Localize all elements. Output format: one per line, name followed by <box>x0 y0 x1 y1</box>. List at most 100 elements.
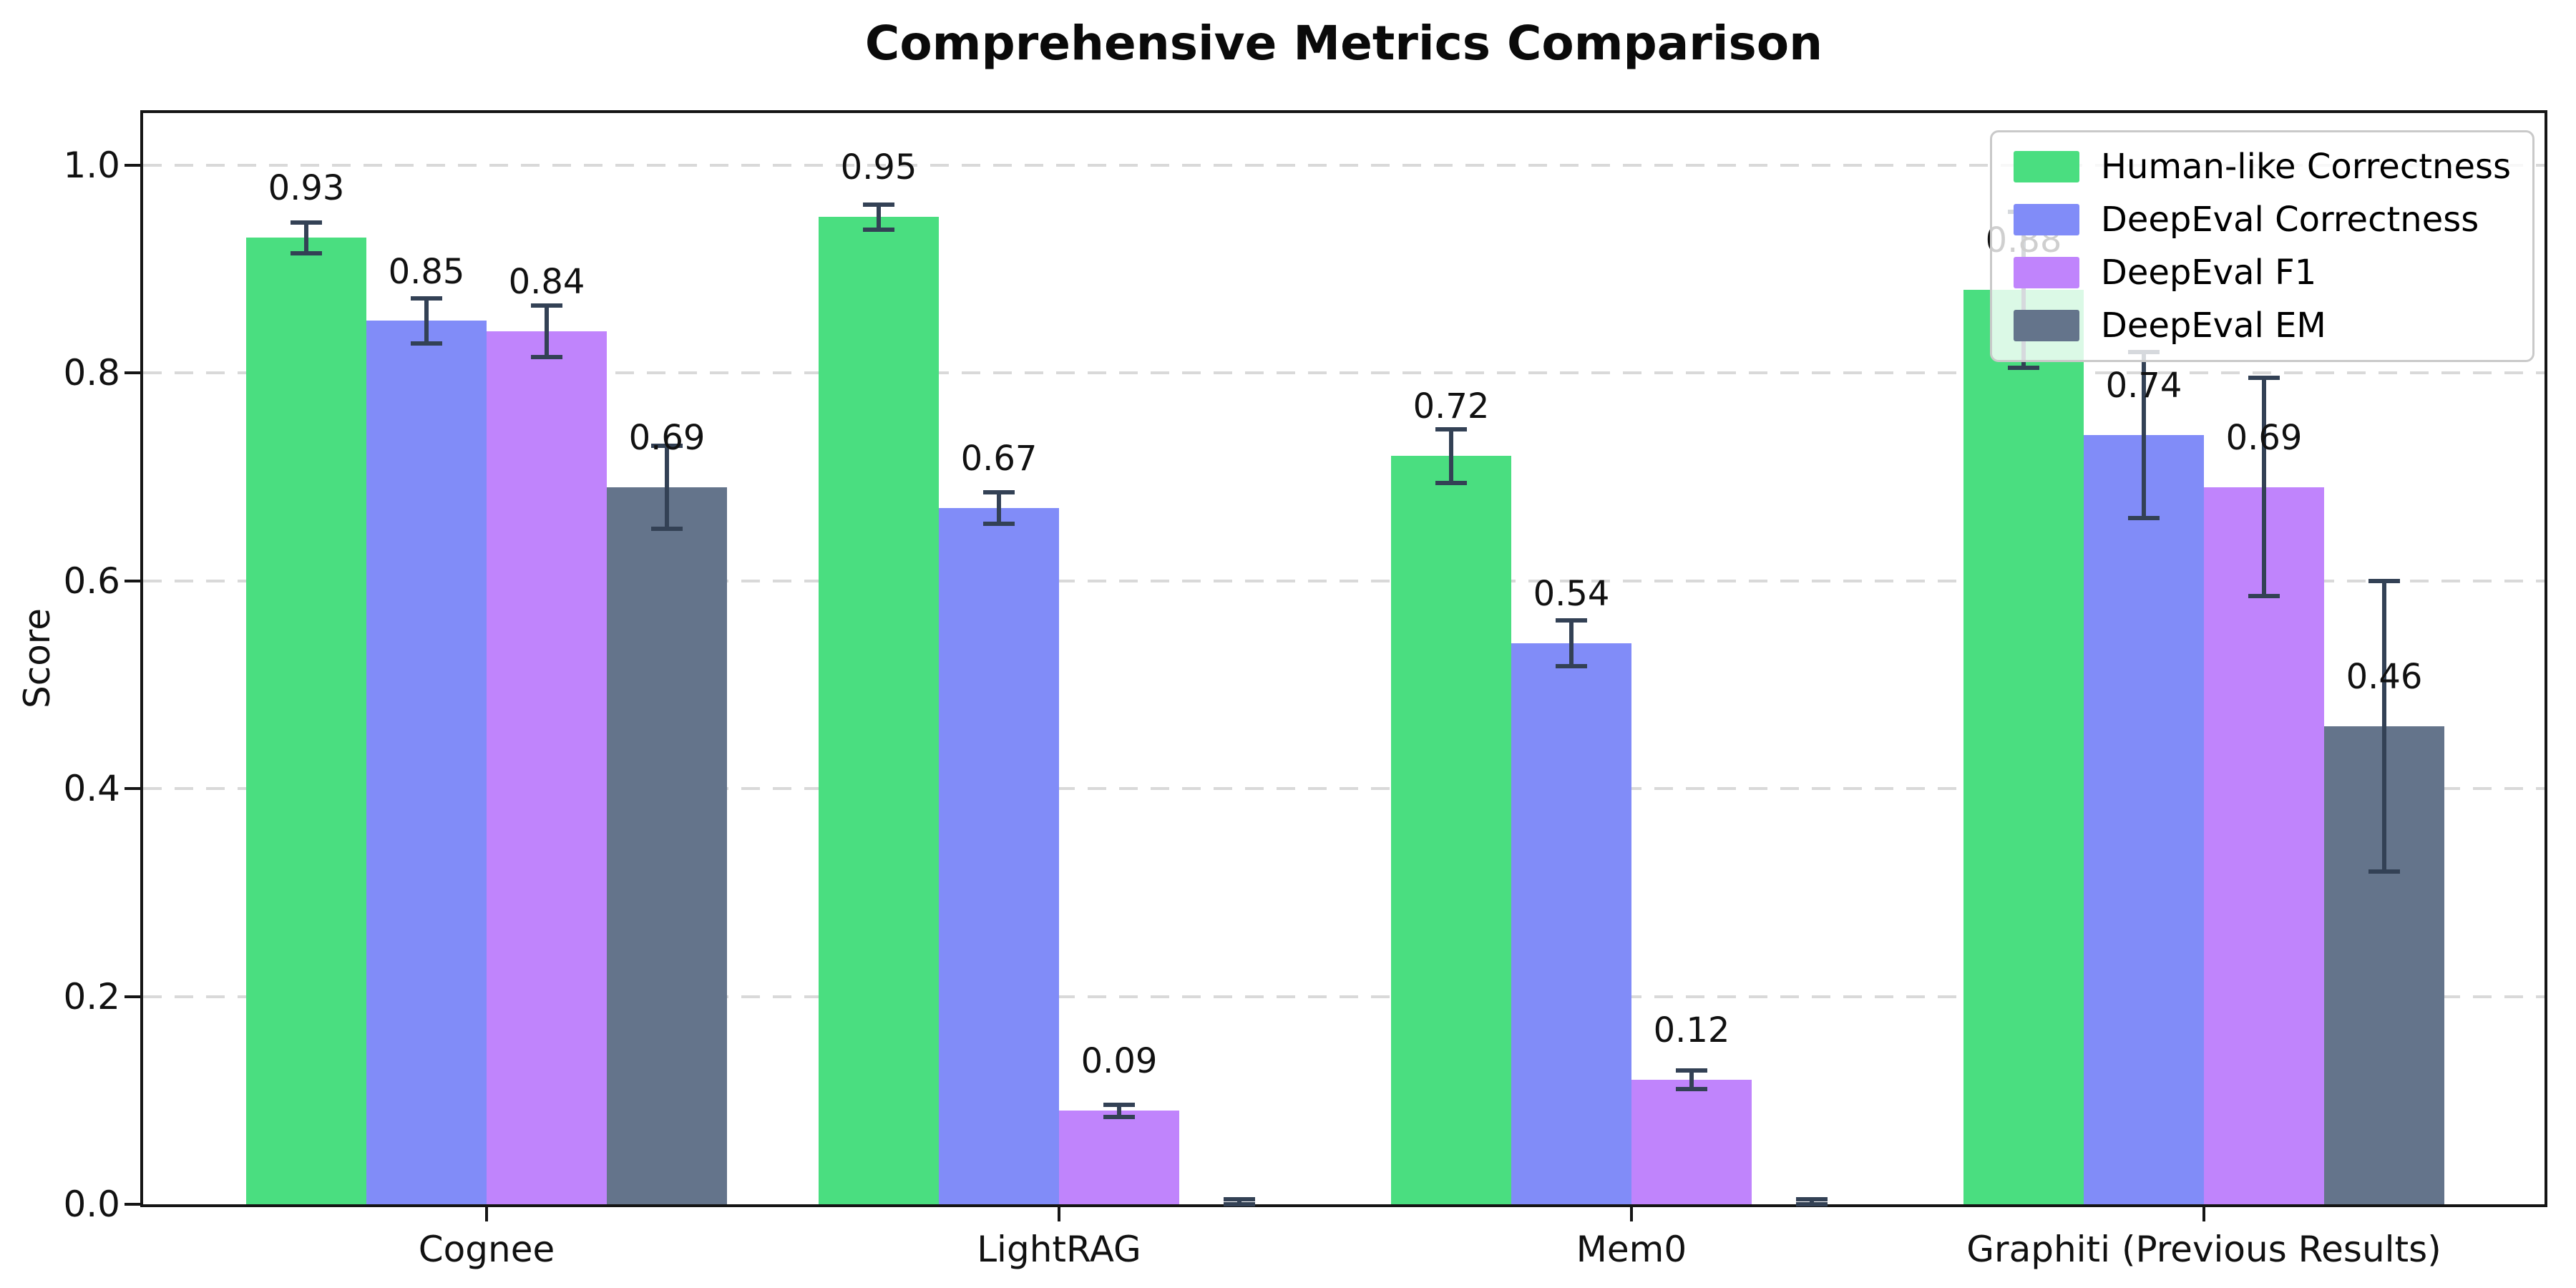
legend-item: DeepEval EM <box>2013 306 2511 346</box>
legend-label: DeepEval F1 <box>2100 253 2317 293</box>
error-bar-line <box>304 222 308 254</box>
y-gridline <box>143 995 2545 998</box>
legend-item: DeepEval Correctness <box>2013 200 2511 240</box>
legend-swatch <box>2013 310 2079 341</box>
error-bar-cap-top <box>651 443 683 448</box>
legend: Human-like Correctness DeepEval Correctne… <box>1989 130 2534 362</box>
y-tick-mark <box>125 787 140 791</box>
error-bar-cap-top <box>531 303 562 308</box>
error-bar-line <box>1810 1199 1814 1204</box>
error-bar-cap-bottom <box>2248 594 2280 599</box>
error-bar-cap-bottom <box>2368 869 2400 874</box>
bar-deepeval-correctness <box>939 507 1059 1204</box>
x-tick-mark <box>1058 1207 1060 1221</box>
bar-value-label: 0.93 <box>268 168 345 209</box>
legend-item: DeepEval F1 <box>2013 253 2511 293</box>
legend-item: Human-like Correctness <box>2013 147 2511 187</box>
error-bar-line <box>2142 352 2146 519</box>
legend-swatch <box>2013 204 2079 235</box>
x-tick-label: Cognee <box>418 1229 555 1270</box>
bar-deepeval-correctness <box>366 321 487 1204</box>
bar-value-label: 0.72 <box>1413 386 1490 427</box>
error-bar-cap-bottom <box>863 227 894 232</box>
bar-value-label: 0.85 <box>388 251 465 292</box>
y-tick-label: 0.0 <box>63 1184 120 1225</box>
bar-value-label: 0.84 <box>508 262 585 303</box>
bar-human-like-correctness <box>819 217 939 1204</box>
error-bar-line <box>545 305 549 358</box>
y-tick-mark <box>125 995 140 998</box>
bar-human-like-correctness <box>246 238 366 1204</box>
y-gridline <box>143 371 2545 375</box>
error-bar-cap-top <box>983 490 1015 495</box>
y-tick-mark <box>125 1203 140 1206</box>
error-bar-line <box>2262 378 2266 597</box>
legend-label: DeepEval Correctness <box>2100 200 2479 240</box>
error-bar-cap-bottom <box>1224 1202 1255 1206</box>
y-tick-mark <box>125 371 140 375</box>
error-bar-cap-top <box>291 220 322 225</box>
error-bar-cap-bottom <box>411 341 442 346</box>
bar-deepeval-f1 <box>487 331 607 1204</box>
bar-deepeval-f1 <box>1631 1079 1752 1204</box>
error-bar-line <box>877 204 881 230</box>
error-bar-cap-bottom <box>1556 663 1587 668</box>
error-bar-line <box>424 298 429 344</box>
bar-deepeval-em <box>607 487 727 1204</box>
chart-title: Comprehensive Metrics Comparison <box>864 16 1823 71</box>
error-bar-cap-top <box>1796 1196 1828 1201</box>
y-tick-label: 1.0 <box>63 144 120 186</box>
error-bar-cap-top <box>2368 578 2400 583</box>
y-tick-mark <box>125 579 140 582</box>
error-bar-line <box>1569 620 1574 666</box>
bar-value-label: 0.69 <box>2225 417 2303 458</box>
x-tick-label: Graphiti (Previous Results) <box>1966 1229 2441 1270</box>
x-tick-label: Mem0 <box>1576 1229 1687 1270</box>
bar-deepeval-f1 <box>2204 487 2324 1204</box>
error-bar-cap-bottom <box>531 355 562 360</box>
y-tick-label: 0.4 <box>63 768 120 810</box>
error-bar-cap-bottom <box>2128 516 2160 521</box>
bar-deepeval-correctness <box>1511 643 1631 1204</box>
x-tick-mark <box>1630 1207 1633 1221</box>
error-bar-line <box>1117 1104 1121 1117</box>
error-bar-cap-bottom <box>983 521 1015 526</box>
bar-value-label: 0.95 <box>840 147 917 188</box>
bar-value-label: 0.67 <box>960 438 1038 479</box>
error-bar-line <box>1237 1199 1241 1204</box>
error-bar-cap-bottom <box>2008 365 2039 370</box>
error-bar-cap-top <box>863 202 894 207</box>
y-tick-label: 0.2 <box>63 975 120 1018</box>
y-gridline <box>143 163 2545 167</box>
bar-value-label: 0.12 <box>1653 1010 1730 1050</box>
error-bar-cap-bottom <box>1796 1202 1828 1206</box>
error-bar-cap-top <box>1103 1102 1135 1107</box>
error-bar-line <box>1689 1070 1694 1089</box>
error-bar-cap-bottom <box>1103 1115 1135 1119</box>
error-bar-line <box>997 492 1001 524</box>
x-tick-label: LightRAG <box>977 1229 1141 1270</box>
bar-deepeval-correctness <box>2084 435 2204 1204</box>
y-axis-label: Score <box>16 608 58 709</box>
error-bar-cap-bottom <box>651 526 683 531</box>
bar-value-label: 0.46 <box>2346 656 2423 697</box>
error-bar-line <box>2382 580 2386 872</box>
error-bar-cap-top <box>1556 618 1587 623</box>
bar-value-label: 0.69 <box>628 417 706 458</box>
bar-human-like-correctness <box>1963 289 2084 1204</box>
y-gridline <box>143 787 2545 791</box>
bar-value-label: 0.74 <box>2105 366 2182 406</box>
error-bar-cap-top <box>1224 1196 1255 1201</box>
legend-label: DeepEval EM <box>2100 306 2326 346</box>
y-tick-mark <box>125 163 140 167</box>
y-gridline <box>143 579 2545 582</box>
y-tick-label: 0.6 <box>63 560 120 602</box>
bar-value-label: 0.09 <box>1080 1041 1158 1082</box>
x-tick-mark <box>2202 1207 2205 1221</box>
y-tick-label: 0.8 <box>63 352 120 394</box>
error-bar-line <box>1449 429 1453 484</box>
error-bar-cap-top <box>411 296 442 301</box>
error-bar-cap-bottom <box>291 251 322 256</box>
bar-deepeval-f1 <box>1059 1111 1179 1204</box>
x-tick-mark <box>485 1207 488 1221</box>
